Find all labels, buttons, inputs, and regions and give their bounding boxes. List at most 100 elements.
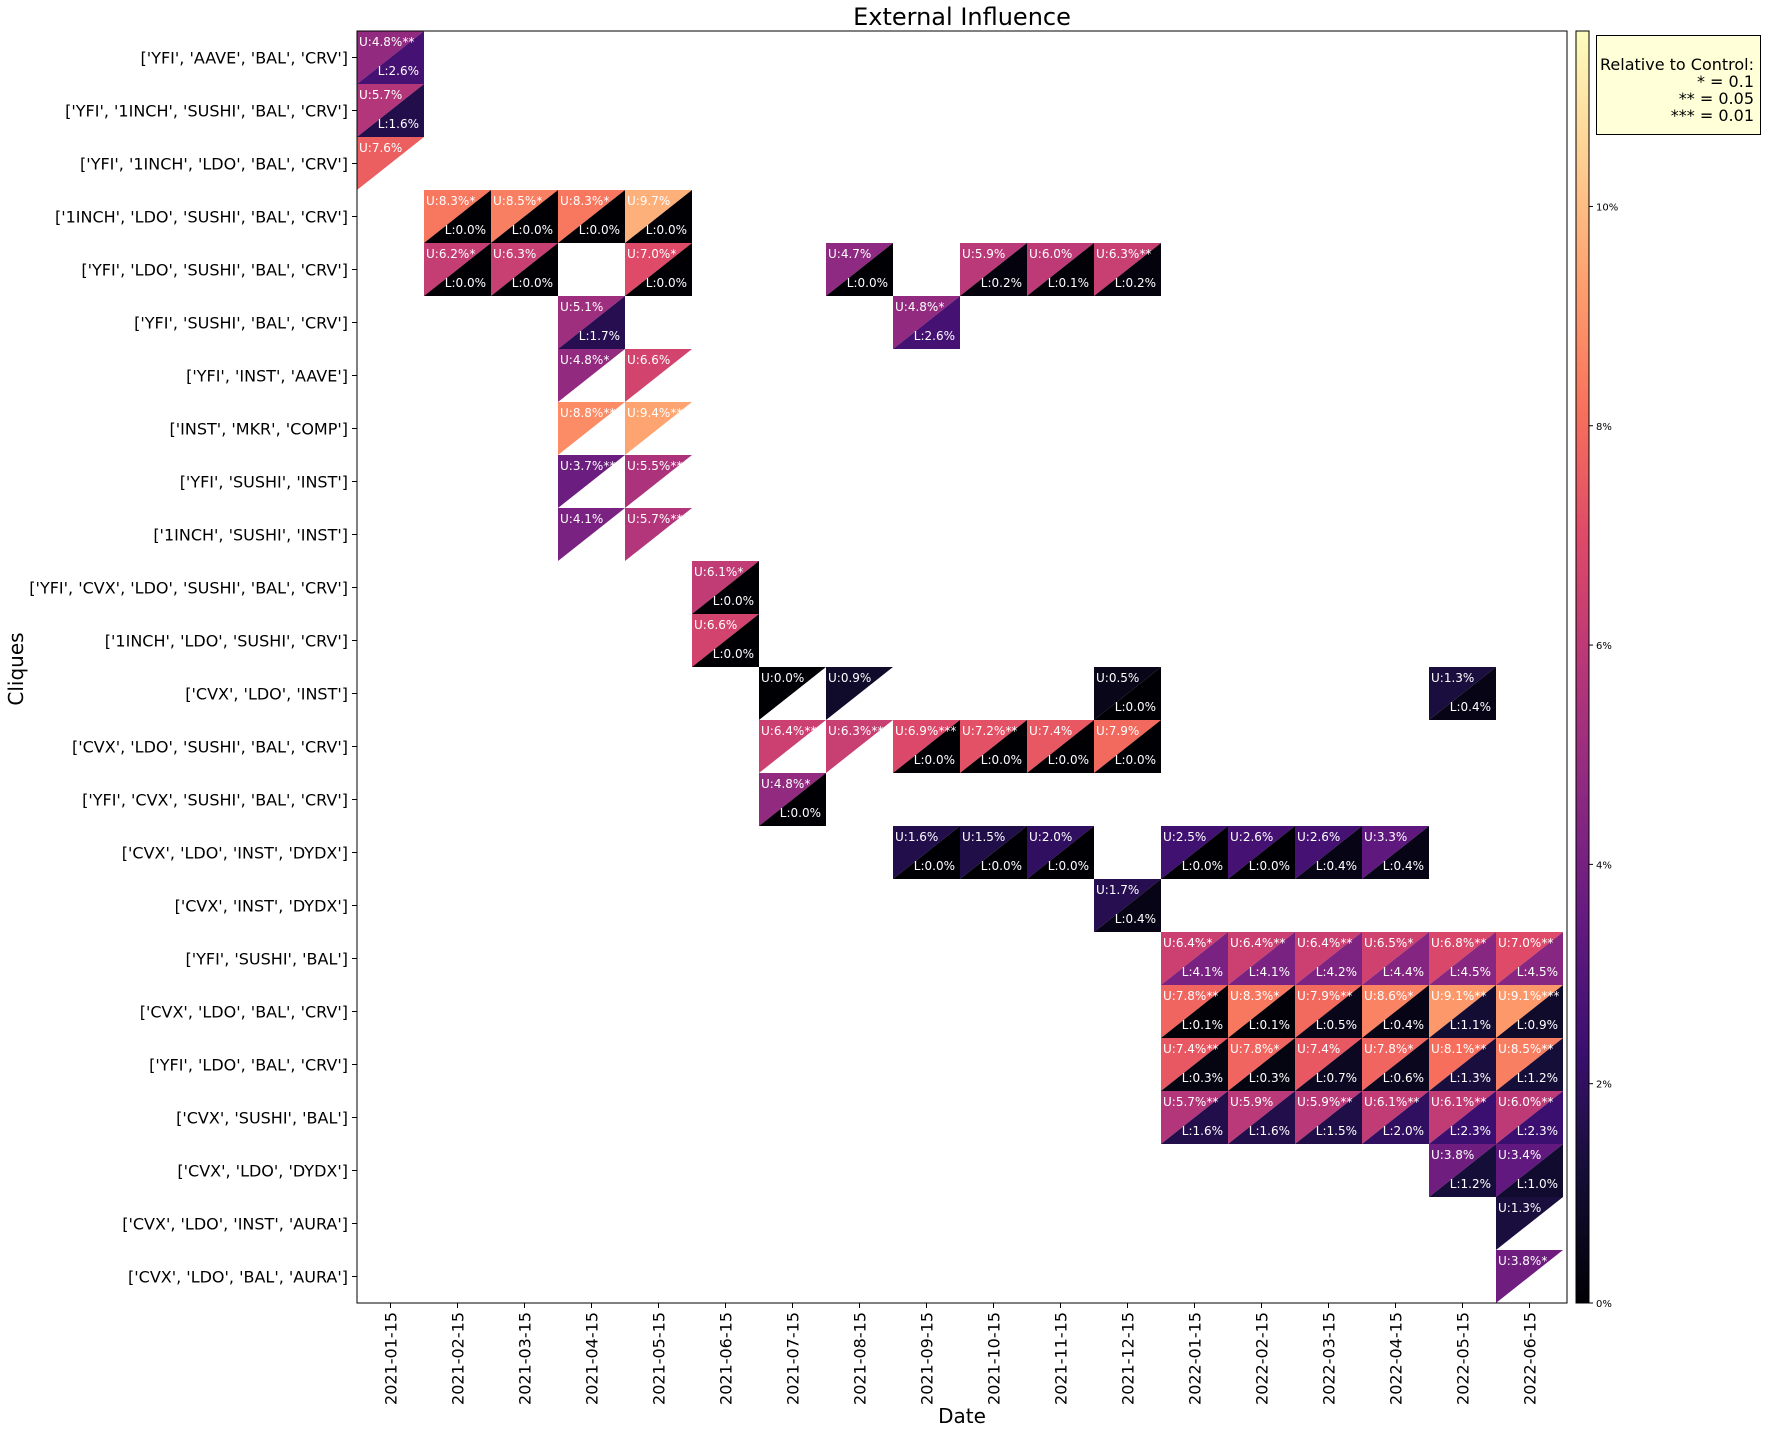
- cell-lower-triangle: [424, 243, 491, 296]
- y-tick-label: ['CVX', 'LDO', 'INST', 'AURA']: [122, 1215, 348, 1234]
- cell-lower-label: L:0.0%: [1115, 753, 1156, 767]
- heatmap-cell: U:5.7%**: [625, 508, 692, 561]
- heatmap-cell: U:8.5%* L:0.0%: [491, 190, 558, 243]
- cell-lower-triangle: [893, 720, 960, 773]
- y-tick-label: ['YFI', 'LDO', 'BAL', 'CRV']: [149, 1056, 348, 1075]
- y-tick-label: ['YFI', 'SUSHI', 'INST']: [180, 473, 348, 492]
- cell-upper-label: U:2.5%: [1163, 830, 1206, 844]
- cell-lower-label: L:1.6%: [1182, 1124, 1223, 1138]
- cell-upper-triangle: [558, 349, 625, 402]
- y-tick-label: ['YFI', 'CVX', 'SUSHI', 'BAL', 'CRV']: [82, 791, 348, 810]
- cell-lower-label: L:2.6%: [914, 329, 955, 343]
- cell-upper-label: U:6.6%: [694, 618, 737, 632]
- cell-lower-label: L:0.1%: [1048, 276, 1089, 290]
- heatmap-cell: U:6.3%** L:0.2%: [1094, 243, 1161, 296]
- cell-upper-label: U:2.6%: [1297, 830, 1340, 844]
- heatmap-cell: U:6.1%** L:2.0%: [1362, 1091, 1429, 1144]
- cell-lower-triangle: [960, 826, 1027, 879]
- cell-lower-triangle: [1496, 932, 1563, 985]
- cell-lower-triangle: [1295, 1038, 1362, 1091]
- colorbar: [1575, 30, 1590, 1304]
- cell-upper-label: U:4.8%*: [761, 777, 810, 791]
- x-tick-label: 2021-07-15: [784, 1312, 803, 1405]
- cell-lower-triangle: [1362, 985, 1429, 1038]
- cell-upper-label: U:3.3%: [1364, 830, 1407, 844]
- cell-upper-triangle: [1496, 1197, 1563, 1250]
- significance-legend: Relative to Control: * = 0.1 ** = 0.05 *…: [1596, 35, 1761, 135]
- cell-lower-triangle: [960, 243, 1027, 296]
- x-tick-label: 2021-04-15: [583, 1312, 602, 1405]
- cell-lower-label: L:0.3%: [1182, 1071, 1223, 1085]
- heatmap-cell: U:7.0%** L:4.5%: [1496, 932, 1563, 985]
- x-tick-label: 2022-04-15: [1387, 1312, 1406, 1405]
- cell-upper-label: U:4.1%: [560, 512, 603, 526]
- legend-line-1: * = 0.1: [1696, 72, 1754, 91]
- heatmap-cell: U:7.0%* L:0.0%: [625, 243, 692, 296]
- cell-upper-label: U:8.3%*: [560, 194, 609, 208]
- cell-lower-label: L:0.0%: [713, 594, 754, 608]
- heatmap-cell: U:6.1%* L:0.0%: [692, 561, 759, 614]
- heatmap-cell: U:1.3% L:0.4%: [1429, 667, 1496, 720]
- cell-lower-triangle: [1228, 1038, 1295, 1091]
- cell-lower-triangle: [491, 243, 558, 296]
- y-tick-label: ['YFI', 'CVX', 'LDO', 'SUSHI', 'BAL', 'C…: [29, 579, 348, 598]
- plot-frame: [356, 30, 1568, 1304]
- cell-upper-label: U:6.5%*: [1364, 936, 1413, 950]
- heatmap-cell: U:6.6%: [625, 349, 692, 402]
- cell-lower-label: L:0.4%: [1316, 859, 1357, 873]
- cell-upper-label: U:6.0%: [1029, 247, 1072, 261]
- heatmap-cell: U:0.5% L:0.0%: [1094, 667, 1161, 720]
- heatmap-cell: U:0.9%: [826, 667, 893, 720]
- cell-lower-label: L:0.0%: [713, 647, 754, 661]
- cell-lower-label: L:2.3%: [1450, 1124, 1491, 1138]
- cell-upper-label: U:3.4%: [1498, 1148, 1541, 1162]
- cell-lower-triangle: [1295, 985, 1362, 1038]
- y-tick-label: ['CVX', 'SUSHI', 'BAL']: [176, 1109, 348, 1128]
- x-tick-label: 2021-05-15: [650, 1312, 669, 1405]
- cell-upper-label: U:5.5%**: [627, 459, 682, 473]
- cell-lower-triangle: [1027, 720, 1094, 773]
- heatmap-cell: U:6.4%* L:4.1%: [1161, 932, 1228, 985]
- cell-upper-label: U:6.4%**: [1230, 936, 1285, 950]
- cell-lower-label: L:1.2%: [1517, 1071, 1558, 1085]
- heatmap-cell: U:9.7% L:0.0%: [625, 190, 692, 243]
- heatmap-cell: U:7.8%* L:0.6%: [1362, 1038, 1429, 1091]
- cell-upper-label: U:3.7%**: [560, 459, 615, 473]
- y-axis-label: Cliques: [4, 632, 28, 705]
- cell-lower-label: L:0.0%: [914, 753, 955, 767]
- cell-lower-triangle: [1295, 932, 1362, 985]
- cell-upper-label: U:8.6%*: [1364, 989, 1413, 1003]
- heatmap-cell: U:3.4% L:1.0%: [1496, 1144, 1563, 1197]
- x-tick-label: 2021-03-15: [516, 1312, 535, 1405]
- cell-upper-label: U:5.7%: [359, 88, 402, 102]
- cell-upper-label: U:8.3%*: [426, 194, 475, 208]
- heatmap-cell: U:4.8%*: [558, 349, 625, 402]
- cell-upper-label: U:6.4%*: [1163, 936, 1212, 950]
- cell-lower-label: L:2.6%: [378, 64, 419, 78]
- cell-lower-triangle: [1161, 1038, 1228, 1091]
- heatmap-cell: U:2.6% L:0.0%: [1228, 826, 1295, 879]
- y-tick-label: ['YFI', 'INST', 'AAVE']: [186, 367, 348, 386]
- heatmap-cell: U:7.4% L:0.7%: [1295, 1038, 1362, 1091]
- heatmap-cell: U:5.1% L:1.7%: [558, 296, 625, 349]
- cell-lower-triangle: [424, 190, 491, 243]
- heatmap-cell: U:0.0%: [759, 667, 826, 720]
- cell-upper-triangle: [826, 667, 893, 720]
- cell-lower-label: L:0.0%: [1115, 700, 1156, 714]
- cell-lower-label: L:0.2%: [981, 276, 1022, 290]
- cell-lower-triangle: [1429, 1038, 1496, 1091]
- cell-lower-triangle: [1429, 985, 1496, 1038]
- x-tick-label: 2021-10-15: [985, 1312, 1004, 1405]
- cell-lower-label: L:0.0%: [445, 223, 486, 237]
- cell-lower-triangle: [625, 243, 692, 296]
- heatmap-cell: U:4.8%* L:2.6%: [893, 296, 960, 349]
- heatmap-cell: U:7.6%: [357, 137, 424, 190]
- cell-upper-label: U:5.7%**: [1163, 1095, 1218, 1109]
- cell-lower-label: L:4.4%: [1383, 965, 1424, 979]
- heatmap-cell: U:1.7% L:0.4%: [1094, 879, 1161, 932]
- cell-upper-label: U:7.6%: [359, 141, 402, 155]
- cell-lower-triangle: [357, 84, 424, 137]
- x-tick-label: 2022-06-15: [1521, 1312, 1540, 1405]
- cell-upper-triangle: [625, 508, 692, 561]
- cell-lower-triangle: [960, 720, 1027, 773]
